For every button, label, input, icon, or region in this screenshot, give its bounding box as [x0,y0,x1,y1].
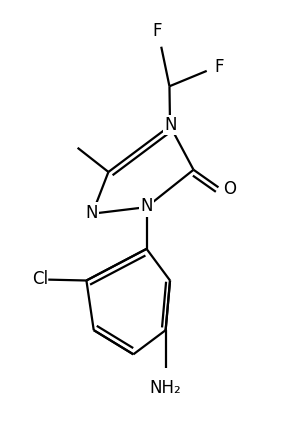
Text: F: F [214,58,224,77]
Text: N: N [85,204,98,222]
Text: F: F [153,22,162,40]
Text: Cl: Cl [32,270,48,288]
Text: NH₂: NH₂ [150,379,181,396]
Text: O: O [223,180,236,198]
Text: N: N [164,116,177,134]
Text: N: N [140,197,153,215]
